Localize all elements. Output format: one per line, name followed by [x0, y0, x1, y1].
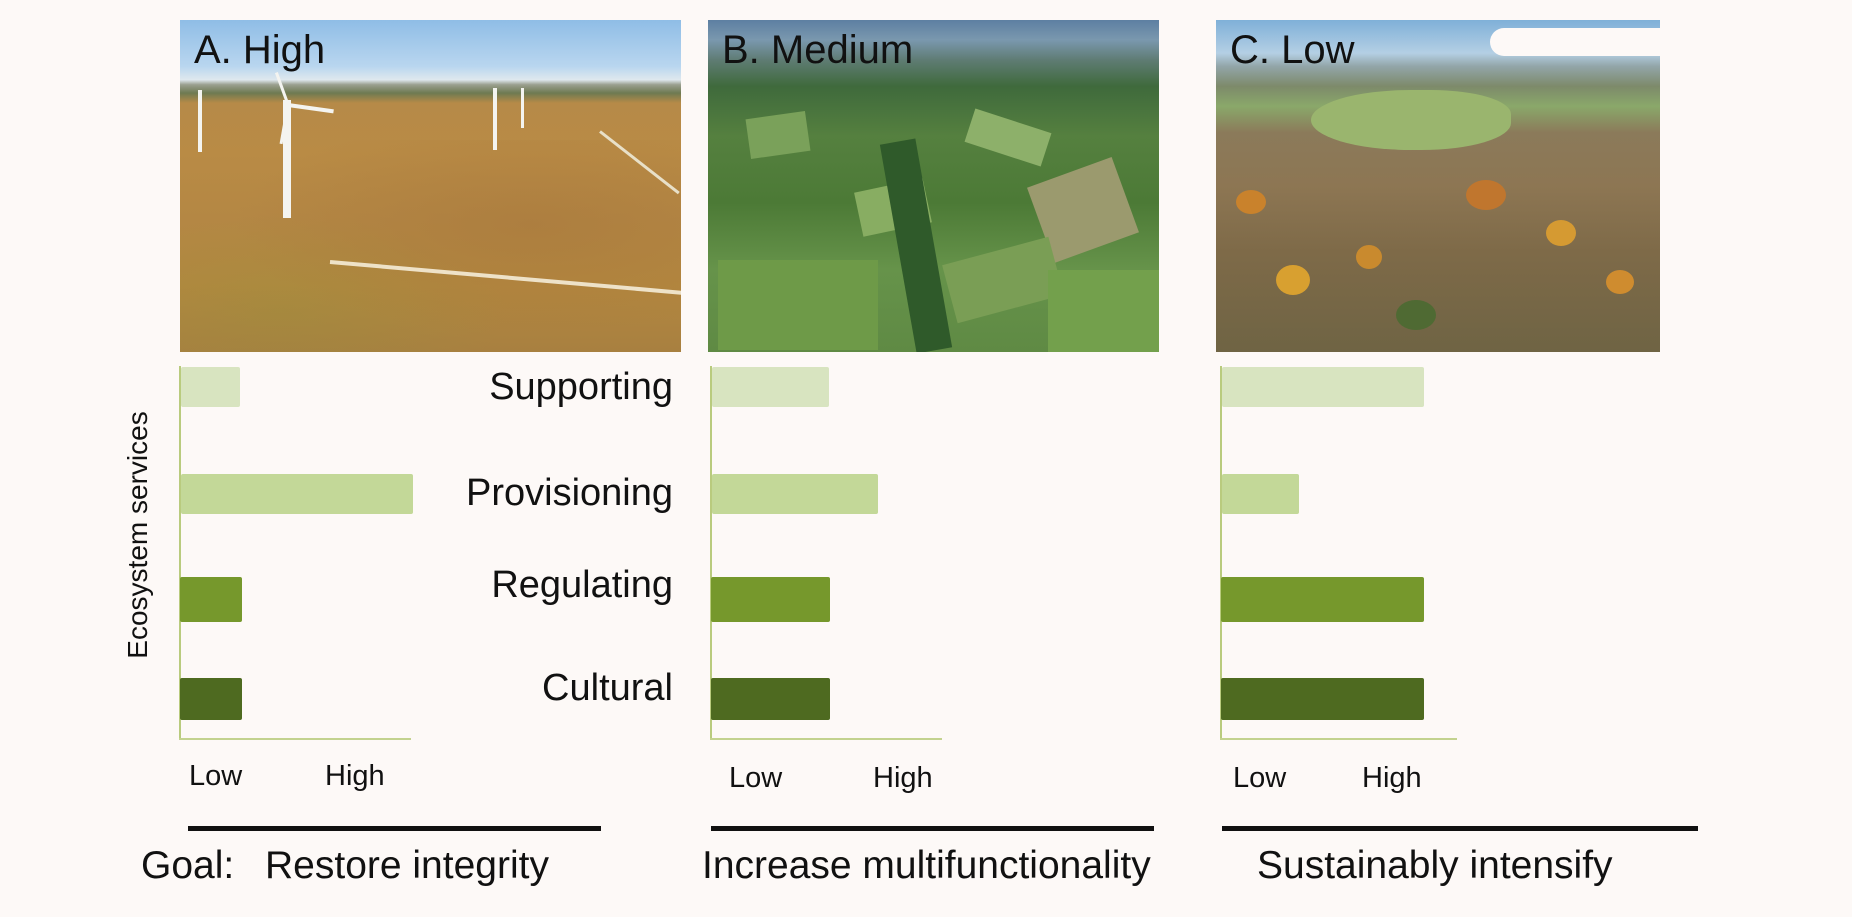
x-axis-line — [1220, 738, 1457, 740]
bar-supporting — [1222, 367, 1424, 407]
bar-provisioning — [181, 474, 413, 514]
scale-low-label: Low — [1233, 762, 1287, 794]
photo-label-b: B. Medium — [722, 28, 914, 72]
bar-cultural — [1221, 678, 1424, 720]
x-axis-line — [179, 738, 411, 740]
field-texture — [180, 140, 681, 352]
y-axis-line — [710, 366, 712, 740]
scale-low-label: Low — [729, 762, 783, 794]
y-axis-title: Ecosystem services — [122, 411, 153, 659]
bar-supporting — [181, 367, 240, 407]
x-axis-line — [710, 738, 942, 740]
photo-a-wind-farm: A. High — [180, 20, 681, 352]
goal-prefix: Goal: — [141, 844, 235, 887]
wind-turbine-icon — [493, 88, 497, 150]
goal-divider — [188, 826, 601, 831]
photo-c-forest: C. Low — [1216, 20, 1660, 352]
bar-regulating — [1221, 577, 1424, 622]
photo-label-c: C. Low — [1230, 28, 1355, 72]
autumn-tree — [1606, 270, 1634, 294]
bar-cultural — [711, 678, 830, 720]
goal-divider — [1222, 826, 1698, 831]
wind-turbine-icon — [283, 100, 291, 218]
bar-provisioning — [1222, 474, 1299, 514]
autumn-tree — [1466, 180, 1506, 210]
green-tree — [1396, 300, 1436, 330]
category-label-cultural: Cultural — [542, 667, 673, 709]
autumn-tree — [1356, 245, 1382, 269]
scale-low-label: Low — [189, 760, 243, 792]
bar-provisioning — [712, 474, 878, 514]
forest-strip — [879, 138, 953, 352]
category-label-supporting: Supporting — [489, 366, 673, 408]
bar-regulating — [180, 577, 242, 622]
y-axis-line — [1220, 366, 1222, 740]
bar-cultural — [180, 678, 242, 720]
cloud — [1490, 28, 1660, 56]
field-patch — [964, 108, 1052, 167]
goal-text-a: Restore integrity — [265, 844, 549, 887]
autumn-tree — [1276, 265, 1310, 295]
field-patch — [745, 111, 811, 159]
bar-regulating — [711, 577, 830, 622]
wind-turbine-icon — [198, 90, 202, 152]
wind-turbine-icon — [521, 88, 524, 128]
field-patch — [718, 260, 878, 350]
scale-high-label: High — [325, 760, 385, 792]
goal-text-b: Increase multifunctionality — [702, 844, 1151, 887]
meadow — [1311, 90, 1511, 150]
goal-text-c: Sustainably intensify — [1257, 844, 1613, 887]
category-label-provisioning: Provisioning — [466, 472, 673, 514]
scale-high-label: High — [1362, 762, 1422, 794]
field-patch — [942, 236, 1064, 324]
bar-supporting — [712, 367, 829, 407]
goal-divider — [711, 826, 1154, 831]
field-patch — [1048, 270, 1159, 352]
autumn-tree — [1236, 190, 1266, 214]
y-axis-line — [179, 366, 181, 740]
photo-b-mixed-landscape: B. Medium — [708, 20, 1159, 352]
turbine-blade — [287, 103, 334, 114]
autumn-tree — [1546, 220, 1576, 246]
photo-label-a: A. High — [194, 28, 326, 72]
scale-high-label: High — [873, 762, 933, 794]
category-label-regulating: Regulating — [491, 564, 673, 606]
